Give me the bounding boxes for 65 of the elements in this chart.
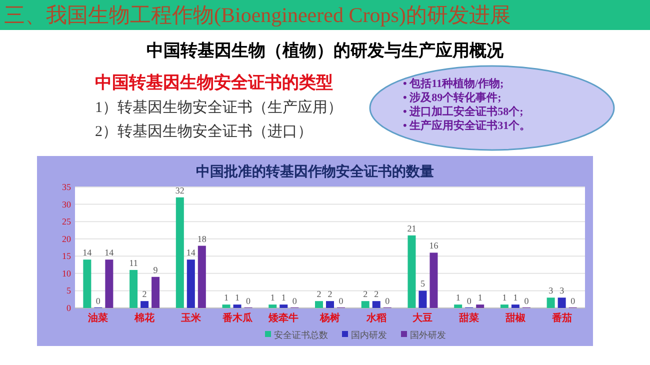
- data-label: 1: [235, 292, 240, 303]
- data-label: 11: [129, 258, 138, 268]
- data-label: 1: [502, 292, 507, 303]
- data-label: 2: [374, 289, 379, 300]
- data-label: 14: [82, 248, 92, 258]
- data-label: 0: [246, 296, 252, 306]
- legend-label: 安全证书总数: [274, 330, 328, 340]
- x-tick-label: 水稻: [365, 312, 386, 324]
- data-label: 2: [142, 289, 147, 300]
- data-label: 14: [186, 248, 196, 258]
- data-label: 32: [175, 185, 184, 196]
- x-tick-label: 大豆: [412, 312, 433, 324]
- data-label: 1: [456, 292, 460, 303]
- data-label: 0: [96, 296, 101, 306]
- text: 1）转基因生物安全证书（生产应用）: [95, 99, 342, 116]
- data-label: 0: [570, 296, 576, 306]
- data-label: 0: [466, 296, 472, 306]
- text: 2）转基因生物安全证书（进口）: [95, 123, 312, 140]
- chart-title: 中国批准的转基因作物安全证书的数量: [196, 163, 434, 179]
- data-label: 16: [429, 240, 439, 251]
- y-tick-label: 20: [62, 234, 72, 244]
- data-label: 2: [316, 289, 322, 300]
- text: • 进口加工安全证书58个;: [403, 105, 524, 118]
- x-tick-label: 棉花: [134, 312, 156, 324]
- data-label: 18: [197, 234, 207, 244]
- data-label: 0: [292, 296, 298, 306]
- data-label: 0: [338, 296, 344, 306]
- x-tick-label: 甜菜: [458, 312, 480, 324]
- text: 三、我国生物工程作物(Bioengineered Crops)的研发进展: [4, 3, 511, 27]
- text: 中国转基因生物安全证书的类型: [95, 73, 333, 92]
- data-label: 1: [281, 292, 286, 303]
- data-label: 1: [270, 292, 275, 303]
- data-label: 1: [224, 292, 229, 303]
- y-tick-label: 30: [62, 199, 72, 210]
- data-label: 0: [524, 296, 530, 306]
- x-tick-label: 油菜: [87, 312, 108, 324]
- legend-label: 国外研发: [410, 330, 446, 340]
- y-tick-label: 25: [62, 216, 72, 227]
- data-label: 0: [385, 296, 390, 306]
- x-tick-label: 甜椒: [504, 312, 526, 324]
- y-tick-label: 0: [66, 303, 72, 313]
- text: • 生产应用安全证书31个。: [403, 119, 531, 132]
- x-tick-label: 玉米: [180, 312, 202, 324]
- data-label: 1: [478, 292, 482, 303]
- data-label: 3: [560, 286, 565, 296]
- y-tick-label: 35: [62, 182, 72, 192]
- y-tick-label: 5: [66, 286, 72, 296]
- data-label: 2: [363, 289, 368, 300]
- x-tick-label: 番木瓜: [221, 312, 254, 324]
- y-tick-label: 10: [62, 268, 72, 278]
- text: • 包括11种植物/作物;: [403, 77, 504, 90]
- chart-subtitle: 中国转基因生物（植物）的研发与生产应用概况: [146, 41, 504, 60]
- x-tick-label: 矮牵牛: [268, 312, 299, 324]
- data-label: 1: [513, 292, 518, 303]
- data-label: 21: [407, 223, 416, 234]
- data-label: 14: [104, 248, 114, 258]
- data-label: 3: [548, 286, 554, 296]
- x-tick-label: 番茄: [550, 312, 572, 324]
- data-label: 9: [153, 264, 158, 275]
- x-tick-label: 杨树: [319, 312, 340, 324]
- legend-label: 国内研发: [351, 330, 387, 340]
- data-label: 5: [420, 278, 426, 289]
- text: • 涉及89个转化事件;: [403, 91, 502, 104]
- y-tick-label: 15: [62, 251, 72, 262]
- data-label: 2: [328, 289, 332, 300]
